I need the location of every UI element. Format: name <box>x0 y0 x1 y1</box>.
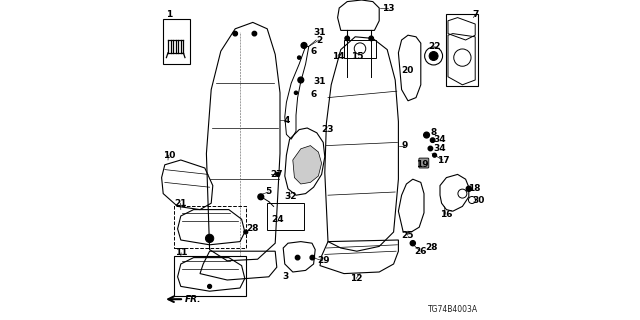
Text: 21: 21 <box>175 199 188 208</box>
Text: 32: 32 <box>284 192 297 201</box>
Text: 20: 20 <box>402 66 414 75</box>
Text: 14: 14 <box>332 52 345 60</box>
Circle shape <box>244 230 248 234</box>
Text: 7: 7 <box>472 10 478 19</box>
Text: 3: 3 <box>283 272 289 281</box>
Text: 25: 25 <box>402 231 414 240</box>
Circle shape <box>429 52 438 60</box>
Circle shape <box>233 31 237 36</box>
Bar <box>174 206 246 248</box>
Circle shape <box>345 36 349 41</box>
Circle shape <box>205 234 214 243</box>
Circle shape <box>276 172 280 176</box>
Bar <box>163 19 191 64</box>
Circle shape <box>310 255 315 260</box>
Bar <box>174 256 246 296</box>
Text: 27: 27 <box>270 170 283 179</box>
Circle shape <box>428 146 433 151</box>
Text: 31: 31 <box>313 77 326 86</box>
Circle shape <box>207 284 211 288</box>
Text: 30: 30 <box>472 196 484 204</box>
Bar <box>268 203 304 230</box>
Text: 12: 12 <box>351 274 363 283</box>
Text: TG74B4003A: TG74B4003A <box>428 305 479 314</box>
Text: 1: 1 <box>166 10 172 19</box>
Text: 15: 15 <box>351 52 364 60</box>
Text: 23: 23 <box>322 125 334 134</box>
Text: 11: 11 <box>175 248 188 257</box>
Circle shape <box>296 255 300 260</box>
Text: 8: 8 <box>430 128 436 137</box>
Text: 28: 28 <box>246 224 259 233</box>
Circle shape <box>298 56 301 59</box>
Text: 34: 34 <box>434 135 446 144</box>
Text: 16: 16 <box>440 210 452 219</box>
Text: 13: 13 <box>383 4 395 12</box>
Text: 18: 18 <box>468 184 481 193</box>
Text: 2: 2 <box>316 36 323 44</box>
Text: 24: 24 <box>271 215 284 224</box>
Circle shape <box>433 153 436 157</box>
Text: 31: 31 <box>313 28 326 37</box>
Text: 17: 17 <box>437 156 449 164</box>
Circle shape <box>258 194 264 200</box>
Text: 28: 28 <box>425 244 438 252</box>
Circle shape <box>298 77 304 83</box>
Circle shape <box>424 132 429 138</box>
Text: 26: 26 <box>415 247 427 256</box>
Text: 4: 4 <box>283 116 289 124</box>
Text: 6: 6 <box>310 90 317 99</box>
Circle shape <box>430 138 435 142</box>
Text: 19: 19 <box>416 160 429 169</box>
Circle shape <box>301 43 307 48</box>
Text: 34: 34 <box>434 144 446 153</box>
Text: 22: 22 <box>428 42 441 51</box>
Text: 9: 9 <box>402 141 408 150</box>
Polygon shape <box>292 146 322 184</box>
Bar <box>447 14 479 86</box>
Circle shape <box>369 36 374 41</box>
Circle shape <box>294 91 298 94</box>
Text: 29: 29 <box>317 256 330 265</box>
Text: 5: 5 <box>266 188 272 196</box>
Bar <box>344 40 376 58</box>
Circle shape <box>410 241 415 246</box>
Circle shape <box>466 186 471 191</box>
Text: FR.: FR. <box>185 295 202 304</box>
Circle shape <box>252 31 257 36</box>
FancyBboxPatch shape <box>419 158 429 168</box>
Text: 10: 10 <box>163 151 175 160</box>
Text: 6: 6 <box>310 47 317 56</box>
